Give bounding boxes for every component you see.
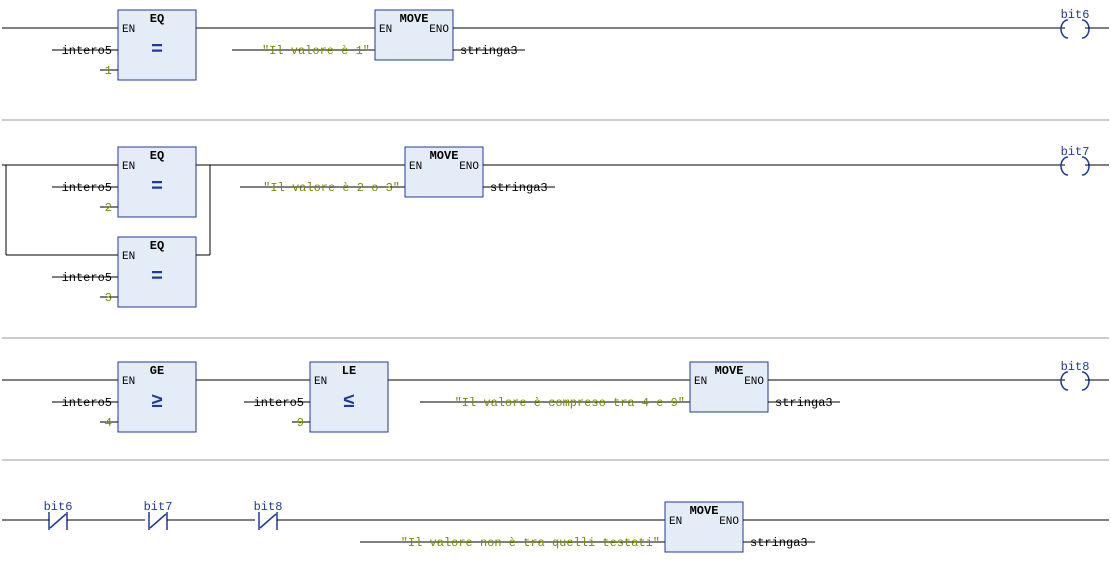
- svg-text:stringa3: stringa3: [775, 396, 833, 410]
- svg-text:4: 4: [105, 416, 112, 430]
- eno-label: ENO: [429, 24, 449, 36]
- svg-text:intero5: intero5: [62, 396, 112, 410]
- svg-text:≤: ≤: [343, 391, 355, 414]
- svg-text:"Il valore è 2 o 3": "Il valore è 2 o 3": [263, 181, 400, 195]
- svg-text:3: 3: [105, 291, 112, 305]
- nc-contact: bit7: [144, 500, 255, 530]
- svg-text:stringa3: stringa3: [490, 181, 548, 195]
- coil: bit6: [1061, 8, 1109, 38]
- svg-text:EN: EN: [409, 161, 422, 173]
- svg-text:bit7: bit7: [1061, 145, 1090, 159]
- const-label: 1: [105, 64, 112, 78]
- en-label: EN: [122, 24, 135, 36]
- svg-text:bit8: bit8: [1061, 360, 1090, 374]
- var-label: intero5: [62, 44, 112, 58]
- svg-text:MOVE: MOVE: [430, 149, 459, 163]
- coil: bit7: [1061, 145, 1109, 175]
- move-block: MOVE EN ENO: [375, 10, 453, 60]
- svg-text:EN: EN: [669, 516, 682, 528]
- svg-text:EQ: EQ: [150, 239, 164, 253]
- eq-block: EQ EN = intero5 3: [52, 237, 196, 307]
- svg-text:LE: LE: [342, 364, 356, 378]
- string-literal: "Il valore è 1": [262, 44, 370, 58]
- svg-text:intero5: intero5: [254, 396, 304, 410]
- svg-text:2: 2: [105, 201, 112, 215]
- svg-text:=: =: [151, 266, 163, 289]
- nc-contact: bit8: [254, 500, 665, 530]
- svg-text:EN: EN: [122, 251, 135, 263]
- svg-text:GE: GE: [150, 364, 164, 378]
- svg-text:MOVE: MOVE: [715, 364, 744, 378]
- svg-text:ENO: ENO: [719, 516, 739, 528]
- svg-text:EN: EN: [122, 376, 135, 388]
- svg-text:"Il valore non è tra quelli te: "Il valore non è tra quelli testati": [401, 536, 660, 550]
- svg-text:EQ: EQ: [150, 149, 164, 163]
- svg-text:=: =: [151, 176, 163, 199]
- svg-text:ENO: ENO: [459, 161, 479, 173]
- svg-text:ENO: ENO: [744, 376, 764, 388]
- svg-text:≥: ≥: [151, 391, 163, 414]
- var-label: stringa3: [460, 44, 518, 58]
- svg-text:EN: EN: [122, 161, 135, 173]
- ge-block: GE EN ≥ intero5 4: [52, 362, 196, 432]
- svg-text:EN: EN: [314, 376, 327, 388]
- svg-text:bit7: bit7: [144, 500, 173, 514]
- move-block: MOVE EN ENO: [405, 147, 483, 197]
- svg-text:EN: EN: [694, 376, 707, 388]
- ladder-diagram: EQ EN = intero5 1 "Il valore è 1" MOVE E…: [0, 0, 1111, 582]
- en-label: EN: [379, 24, 392, 36]
- svg-text:intero5: intero5: [62, 271, 112, 285]
- svg-text:"Il valore è compreso tra 4 e: "Il valore è compreso tra 4 e 9": [455, 396, 685, 410]
- move-block: MOVE EN ENO: [665, 502, 743, 552]
- move-block: MOVE EN ENO: [690, 362, 768, 412]
- coil: bit8: [1061, 360, 1109, 390]
- nc-contact: bit6: [44, 500, 145, 530]
- le-block: LE EN ≤ intero5 9: [244, 362, 388, 432]
- eq-block: EQ EN = intero5 1: [52, 10, 196, 80]
- svg-text:9: 9: [297, 416, 304, 430]
- eq-block: EQ EN = intero5 2: [52, 147, 196, 217]
- svg-text:intero5: intero5: [62, 181, 112, 195]
- op-symbol: =: [151, 39, 163, 62]
- svg-text:MOVE: MOVE: [690, 504, 719, 518]
- coil-label: bit6: [1061, 8, 1090, 22]
- block-title: EQ: [150, 12, 164, 26]
- svg-text:bit8: bit8: [254, 500, 283, 514]
- svg-text:bit6: bit6: [44, 500, 73, 514]
- svg-text:stringa3: stringa3: [750, 536, 808, 550]
- block-title: MOVE: [400, 12, 429, 26]
